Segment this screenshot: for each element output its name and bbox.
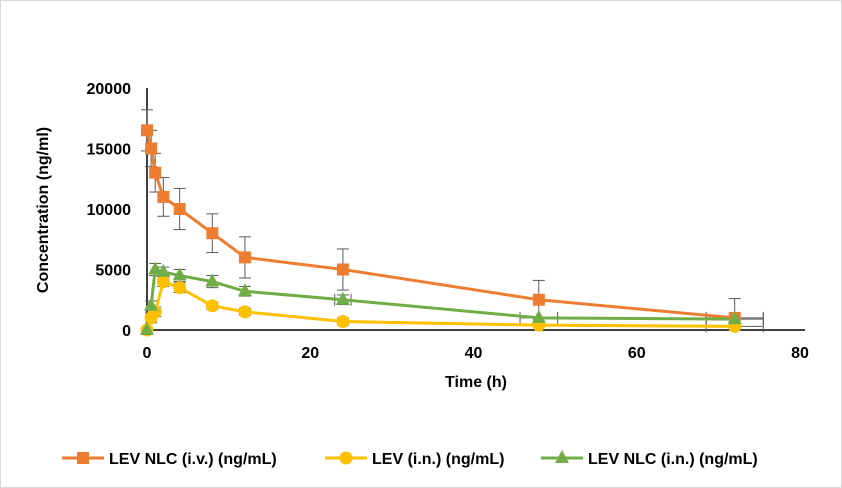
- x-tick-label: 20: [301, 345, 319, 362]
- y-tick-label: 15000: [87, 142, 132, 159]
- data-point: [145, 142, 158, 155]
- legend-label: LEV NLC (i.n.) (ng/mL): [588, 451, 758, 468]
- data-point: [335, 291, 350, 305]
- y-tick-label: 0: [122, 323, 131, 340]
- data-point: [336, 263, 349, 276]
- data-point: [238, 305, 252, 319]
- data-point: [531, 309, 546, 323]
- data-point: [173, 203, 186, 215]
- y-axis-title: Concentration (ng/ml): [35, 127, 52, 293]
- x-tick-label: 80: [791, 345, 809, 362]
- data-point: [157, 190, 170, 203]
- legend-marker: [77, 452, 89, 464]
- data-point: [237, 283, 252, 297]
- data-point: [238, 251, 251, 264]
- data-point: [172, 267, 187, 281]
- legend-label: LEV (i.n.) (ng/mL): [372, 451, 504, 468]
- legend-marker: [555, 450, 569, 463]
- y-tick-label: 5000: [95, 263, 131, 280]
- data-point: [205, 273, 220, 287]
- x-tick-label: 0: [143, 345, 152, 362]
- data-point: [206, 227, 219, 240]
- legend-marker: [339, 451, 353, 465]
- data-point: [336, 315, 350, 329]
- y-tick-label: 20000: [87, 81, 132, 98]
- data-point: [156, 275, 170, 289]
- data-point: [140, 322, 154, 335]
- series-lines: [145, 130, 735, 331]
- x-tick-label: 40: [465, 345, 483, 362]
- data-point: [144, 297, 159, 311]
- data-point: [149, 166, 162, 179]
- series-line-0: [145, 130, 735, 320]
- y-tick-labels: 0 5000 10000 15000 20000: [87, 81, 132, 340]
- data-point: [532, 293, 545, 306]
- x-tick-labels: 0 20 40 60 80: [143, 345, 809, 362]
- data-point: [148, 261, 163, 275]
- data-point: [205, 299, 219, 313]
- x-tick-label: 60: [628, 345, 646, 362]
- y-tick-label: 10000: [87, 202, 132, 219]
- data-point: [141, 124, 153, 137]
- x-axis-title: Time (h): [445, 374, 507, 391]
- data-point: [156, 263, 171, 277]
- error-bars: [141, 109, 764, 333]
- series-line-2: [145, 268, 735, 331]
- data-point: [727, 311, 742, 325]
- series-markers: [140, 124, 742, 337]
- data-point: [173, 281, 187, 295]
- legend: LEV NLC (i.v.) (ng/mL) LEV (i.n.) (ng/mL)…: [62, 450, 758, 468]
- legend-label: LEV NLC (i.v.) (ng/mL): [109, 451, 277, 468]
